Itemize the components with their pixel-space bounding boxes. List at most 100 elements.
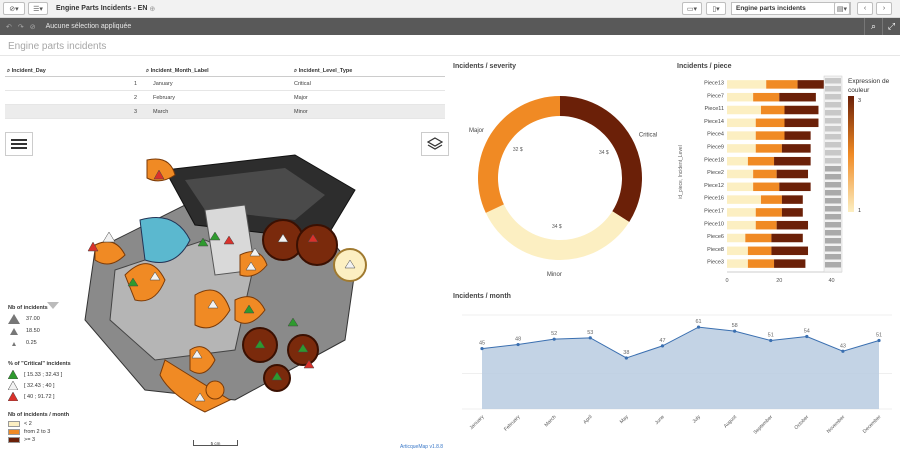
scrollbar-thumb[interactable] bbox=[825, 142, 841, 148]
table-row[interactable]: 1 January Critical bbox=[5, 77, 445, 91]
back-icon[interactable]: ↶ bbox=[6, 23, 12, 31]
smart-search-icon[interactable]: ⤢ bbox=[882, 18, 900, 35]
scrollbar-thumb[interactable] bbox=[825, 78, 841, 84]
bar-segment[interactable] bbox=[727, 92, 754, 102]
bookmark-button[interactable]: ▯▾ bbox=[706, 2, 726, 15]
donut-slice[interactable] bbox=[485, 204, 630, 260]
bar-segment[interactable] bbox=[781, 195, 803, 204]
layers-button[interactable] bbox=[421, 132, 449, 156]
bar-segment[interactable] bbox=[747, 246, 772, 256]
bar-segment[interactable] bbox=[727, 80, 767, 89]
incident-marker[interactable] bbox=[344, 259, 356, 269]
incident-marker[interactable] bbox=[127, 277, 139, 287]
engine-illustration[interactable] bbox=[55, 150, 385, 415]
data-point[interactable] bbox=[841, 349, 845, 353]
data-point[interactable] bbox=[769, 338, 773, 343]
scrollbar-thumb[interactable] bbox=[825, 158, 841, 164]
bar-segment[interactable] bbox=[784, 105, 819, 115]
incident-marker[interactable] bbox=[307, 233, 319, 243]
data-point[interactable] bbox=[696, 325, 701, 329]
bar-segment[interactable] bbox=[747, 259, 775, 268]
bar-segment[interactable] bbox=[755, 208, 782, 217]
data-point[interactable] bbox=[877, 338, 881, 343]
bar-segment[interactable] bbox=[727, 208, 756, 217]
bar-segment[interactable] bbox=[755, 131, 785, 140]
table-row[interactable]: 3 March Minor bbox=[5, 105, 445, 119]
brand-link[interactable]: ArticqueMap v1.8.8 bbox=[400, 444, 444, 450]
data-point[interactable] bbox=[588, 336, 592, 340]
scrollbar-thumb[interactable] bbox=[825, 262, 841, 268]
data-point[interactable] bbox=[660, 344, 665, 348]
present-button[interactable]: ▭▾ bbox=[682, 2, 702, 15]
piece-bar-chart[interactable]: Piece13 Piece7 Piece11 Piece14 Piece4 Piece9 P… bbox=[672, 72, 900, 287]
bar-segment[interactable] bbox=[727, 169, 754, 179]
scrollbar-thumb[interactable] bbox=[825, 166, 841, 172]
bar-segment[interactable] bbox=[755, 144, 782, 153]
incident-marker[interactable] bbox=[191, 349, 203, 359]
donut-slice[interactable] bbox=[478, 96, 560, 213]
data-point[interactable] bbox=[516, 342, 520, 347]
incident-marker[interactable] bbox=[277, 233, 289, 243]
data-point[interactable] bbox=[624, 356, 628, 360]
bar-segment[interactable] bbox=[727, 195, 761, 204]
bar-segment[interactable] bbox=[745, 233, 772, 243]
bar-segment[interactable] bbox=[760, 195, 782, 204]
column-header-level[interactable]: ⌕ Incident_Level_Type bbox=[292, 68, 442, 75]
bar-segment[interactable] bbox=[753, 169, 777, 179]
scrollbar-thumb[interactable] bbox=[825, 174, 841, 180]
bar-segment[interactable] bbox=[747, 156, 775, 166]
column-header-month[interactable]: ⌕ Incident_Month_Label bbox=[142, 68, 292, 75]
incident-marker[interactable] bbox=[287, 317, 299, 327]
bar-segment[interactable] bbox=[727, 144, 756, 153]
scrollbar-thumb[interactable] bbox=[825, 214, 841, 220]
forward-icon[interactable]: ↷ bbox=[17, 23, 24, 31]
bar-segment[interactable] bbox=[779, 92, 816, 102]
legend-toggle-icon[interactable] bbox=[47, 302, 59, 310]
scrollbar-thumb[interactable] bbox=[825, 118, 841, 124]
incident-marker[interactable] bbox=[223, 235, 235, 245]
prev-sheet-button[interactable]: ‹ bbox=[857, 2, 873, 15]
incident-marker[interactable] bbox=[297, 343, 309, 353]
bar-segment[interactable] bbox=[727, 233, 746, 243]
month-area-chart[interactable]: 45 January 48 February 52 March 53 April 38 May 47… bbox=[452, 305, 897, 453]
bar-segment[interactable] bbox=[776, 220, 809, 230]
bar-segment[interactable] bbox=[727, 259, 748, 268]
bar-segment[interactable] bbox=[771, 246, 809, 256]
bar-segment[interactable] bbox=[727, 246, 748, 256]
bar-segment[interactable] bbox=[766, 80, 798, 89]
scrollbar-thumb[interactable] bbox=[825, 238, 841, 244]
scrollbar-thumb[interactable] bbox=[825, 134, 841, 140]
scrollbar-thumb[interactable] bbox=[825, 110, 841, 116]
bar-segment[interactable] bbox=[727, 220, 756, 230]
scrollbar-thumb[interactable] bbox=[825, 150, 841, 156]
data-point[interactable] bbox=[805, 334, 809, 339]
data-point[interactable] bbox=[552, 337, 556, 341]
bar-segment[interactable] bbox=[727, 182, 754, 192]
incident-marker[interactable] bbox=[197, 237, 209, 247]
incident-marker[interactable] bbox=[194, 392, 206, 402]
scrollbar-thumb[interactable] bbox=[825, 94, 841, 100]
info-icon[interactable]: ⊕ bbox=[149, 5, 156, 13]
bar-segment[interactable] bbox=[781, 208, 803, 217]
scrollbar-thumb[interactable] bbox=[825, 206, 841, 212]
scrollbar-thumb[interactable] bbox=[825, 246, 841, 252]
bar-segment[interactable] bbox=[781, 144, 811, 153]
data-point[interactable] bbox=[733, 329, 737, 333]
incident-marker[interactable] bbox=[243, 304, 255, 314]
bar-segment[interactable] bbox=[727, 105, 761, 115]
incident-marker[interactable] bbox=[271, 371, 283, 381]
incident-marker[interactable] bbox=[209, 231, 221, 241]
bar-segment[interactable] bbox=[784, 131, 811, 140]
incident-marker[interactable] bbox=[153, 169, 165, 180]
scrollbar-thumb[interactable] bbox=[825, 230, 841, 236]
incident-marker[interactable] bbox=[254, 339, 266, 349]
data-point[interactable] bbox=[480, 346, 484, 351]
severity-donut-chart[interactable]: 34 $ Critical 34 $ Minor 32 $ Major bbox=[450, 78, 670, 278]
bar-segment[interactable] bbox=[774, 156, 811, 166]
scrollbar-thumb[interactable] bbox=[825, 222, 841, 228]
bar-segment[interactable] bbox=[774, 259, 806, 268]
incident-marker[interactable] bbox=[249, 247, 261, 257]
scrollbar-thumb[interactable] bbox=[825, 182, 841, 188]
table-row[interactable]: 2 February Major bbox=[5, 91, 445, 105]
search-icon[interactable]: ⌕ bbox=[7, 67, 12, 74]
